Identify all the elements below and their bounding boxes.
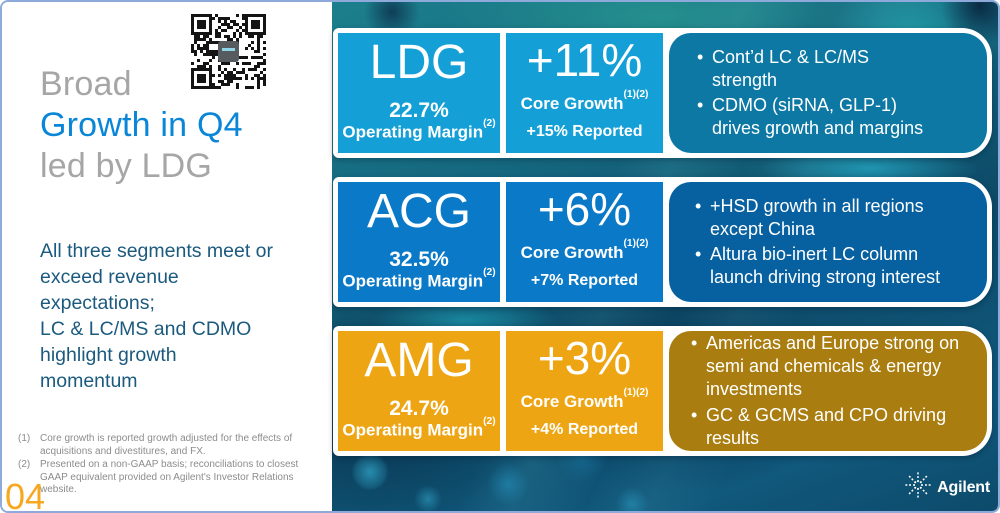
core-growth-value: +3% xyxy=(537,332,632,384)
segment-row-ldg: LDG 22.7% Operating Margin(2) +11% Core … xyxy=(333,28,992,158)
segment-name-box: LDG 22.7% Operating Margin(2) xyxy=(338,33,500,153)
footnotes: (1) Core growth is reported growth adjus… xyxy=(18,433,318,498)
subtitle-paragraph: LC & LC/MS and CDMO highlight growth mom… xyxy=(40,318,252,392)
core-growth-box: +11% Core Growth(1)(2) +15% Reported xyxy=(506,33,663,153)
qr-code xyxy=(191,14,266,89)
title-line-2: Growth in Q4 xyxy=(40,106,243,144)
reported-growth: +4% Reported xyxy=(530,420,639,438)
operating-margin: 22.7% Operating Margin(2) xyxy=(342,99,495,142)
core-growth-box: +6% Core Growth(1)(2) +7% Reported xyxy=(506,182,663,302)
list-item: CDMO (siRNA, GLP-1) drives growth and ma… xyxy=(695,94,925,140)
segment-name-box: AMG 24.7% Operating Margin(2) xyxy=(338,331,500,451)
footnote-number: (1) xyxy=(18,433,31,444)
core-growth-box: +3% Core Growth(1)(2) +4% Reported xyxy=(506,331,663,451)
operating-margin-label: Operating Margin(2) xyxy=(342,416,496,440)
reported-growth: +15% Reported xyxy=(526,122,643,140)
footnote-text: Core growth is reported growth adjusted … xyxy=(40,433,293,457)
core-growth-label: Core Growth(1)(2) xyxy=(520,89,649,113)
segment-row-acg: ACG 32.5% Operating Margin(2) +6% Core G… xyxy=(333,177,992,307)
subtitle-paragraph: All three segments meet or exceed revenu… xyxy=(40,240,274,314)
highlights-panel: Americas and Europe strong on semi and c… xyxy=(669,331,987,451)
operating-margin-label: Operating Margin(2) xyxy=(342,118,496,142)
operating-margin: 32.5% Operating Margin(2) xyxy=(342,248,495,291)
core-growth-label: Core Growth(1)(2) xyxy=(520,238,649,262)
title-line-1: Broad xyxy=(40,65,132,103)
highlights-panel: Cont’d LC & LC/MS strength CDMO (siRNA, … xyxy=(669,33,987,153)
core-growth-value: +11% xyxy=(526,34,643,86)
reported-growth: +7% Reported xyxy=(530,271,639,289)
segment-name-box: ACG 32.5% Operating Margin(2) xyxy=(338,182,500,302)
agilent-spark-icon xyxy=(904,471,932,504)
left-panel: Broad Growth in Q4 led by LDG All three … xyxy=(2,2,332,511)
segment-name: ACG xyxy=(366,185,471,238)
agilent-logo-text: Agilent xyxy=(937,478,990,496)
page-number: 04 xyxy=(5,476,46,513)
segment-row-amg: AMG 24.7% Operating Margin(2) +3% Core G… xyxy=(333,326,992,456)
page-title: Broad Growth in Q4 led by LDG xyxy=(40,64,243,187)
operating-margin-value: 32.5% xyxy=(389,247,449,271)
agilent-logo: Agilent xyxy=(904,471,990,504)
list-item: Cont’d LC & LC/MS strength xyxy=(695,46,925,92)
subtitle-text: All three segments meet or exceed revenu… xyxy=(40,238,278,394)
segment-name: AMG xyxy=(364,334,474,387)
operating-margin-value: 22.7% xyxy=(389,98,449,122)
footnote-item: (2) Presented on a non-GAAP basis; recon… xyxy=(18,459,318,497)
operating-margin-value: 24.7% xyxy=(389,396,449,420)
highlights-panel: +HSD growth in all regions except China … xyxy=(669,182,987,302)
list-item: Altura bio-inert LC column launch drivin… xyxy=(693,243,975,289)
operating-margin-label: Operating Margin(2) xyxy=(342,267,496,291)
list-item: GC & GCMS and CPO driving results xyxy=(689,404,983,450)
title-line-3: led by LDG xyxy=(40,147,213,185)
core-growth-label: Core Growth(1)(2) xyxy=(520,387,649,411)
core-growth-value: +6% xyxy=(537,183,632,235)
operating-margin: 24.7% Operating Margin(2) xyxy=(342,397,495,440)
list-item: Americas and Europe strong on semi and c… xyxy=(689,332,983,401)
segment-name: LDG xyxy=(369,36,469,89)
footnote-number: (2) xyxy=(18,459,31,470)
footnote-item: (1) Core growth is reported growth adjus… xyxy=(18,433,318,458)
list-item: +HSD growth in all regions except China xyxy=(693,195,975,241)
footnote-text: Presented on a non-GAAP basis; reconcili… xyxy=(40,459,299,495)
